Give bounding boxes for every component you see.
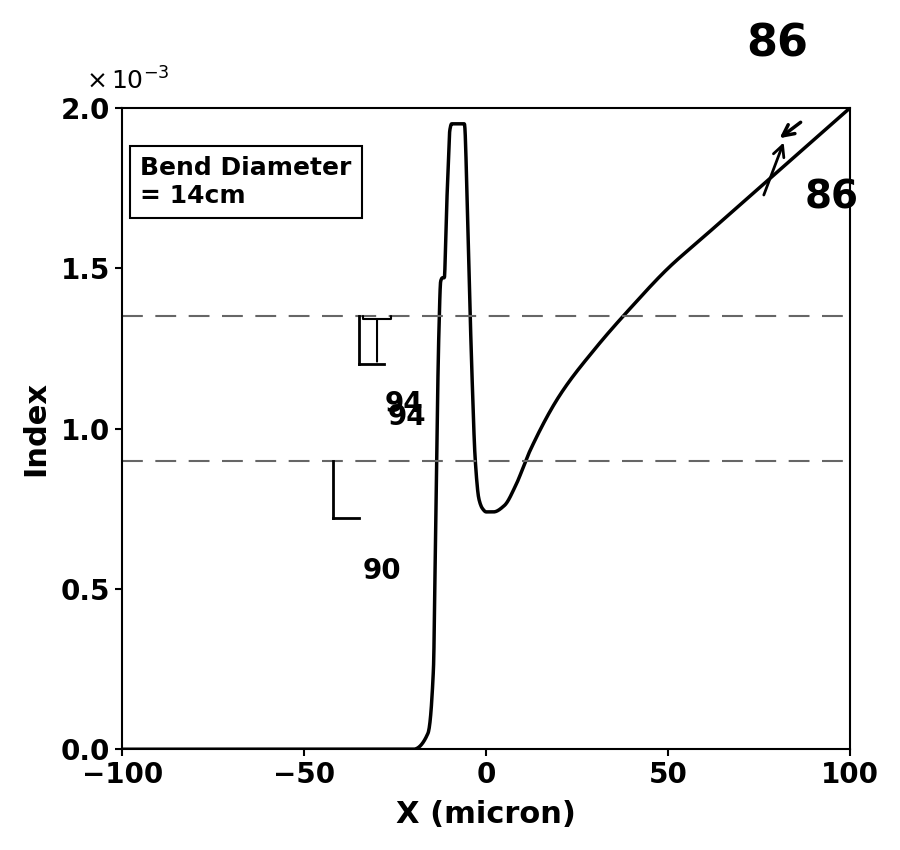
Text: $\times\,10^{-3}$: $\times\,10^{-3}$ [86,68,169,95]
Y-axis label: Index: Index [21,381,50,476]
Text: 94: 94 [384,390,423,418]
X-axis label: X (micron): X (micron) [396,800,576,829]
Text: 86: 86 [805,178,859,217]
Text: 90: 90 [363,557,401,585]
Text: 94: 94 [388,403,427,431]
Text: 86: 86 [746,22,808,65]
Text: Bend Diameter
= 14cm: Bend Diameter = 14cm [140,156,352,207]
